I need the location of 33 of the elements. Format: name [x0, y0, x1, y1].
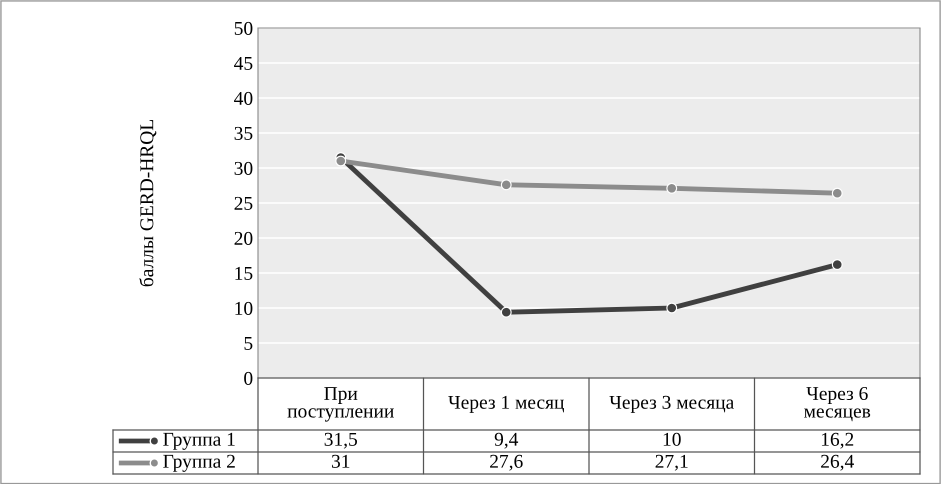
data-label: 27,6: [490, 454, 523, 471]
x-tick-label: Через 3 месяца: [609, 396, 734, 413]
data-label: 9,4: [494, 432, 518, 449]
x-tick-label: При поступлении: [288, 387, 394, 422]
legend-label: Группа 1: [163, 432, 235, 450]
point: [666, 182, 678, 194]
data-label: 31: [332, 454, 350, 468]
point: [335, 156, 346, 166]
y-tick-label: 30: [234, 162, 252, 175]
y-tick-label: 20: [234, 232, 252, 245]
data-label: 31,5: [324, 432, 358, 449]
y-tick-label: 15: [235, 266, 252, 280]
y-tick-label: 10: [235, 302, 252, 315]
y-tick-label: 25: [234, 196, 252, 210]
point: [500, 306, 512, 318]
point: [832, 259, 843, 270]
data-label: 10: [664, 432, 681, 446]
y-tick-label: 0: [244, 372, 252, 385]
point: [500, 179, 512, 190]
x-tick-label: Через 6 месяцев: [804, 386, 870, 422]
point: [666, 302, 678, 314]
y-tick-label: 40: [234, 92, 252, 105]
point: [832, 188, 843, 199]
y-tick-label: 35: [234, 126, 252, 140]
legend-label: Группа 2: [163, 454, 235, 472]
y-axis-title: баллы GERD-HRQL: [139, 120, 156, 286]
y-tick-label: 5: [244, 337, 252, 350]
x-tick-label: Через 1 месяц: [448, 396, 564, 413]
y-tick-label: 45: [234, 56, 252, 70]
data-label: 16,2: [822, 432, 854, 449]
data-label: 27,1: [656, 454, 688, 471]
data-label: 26,4: [821, 454, 854, 471]
y-tick-label: 50: [234, 22, 252, 35]
